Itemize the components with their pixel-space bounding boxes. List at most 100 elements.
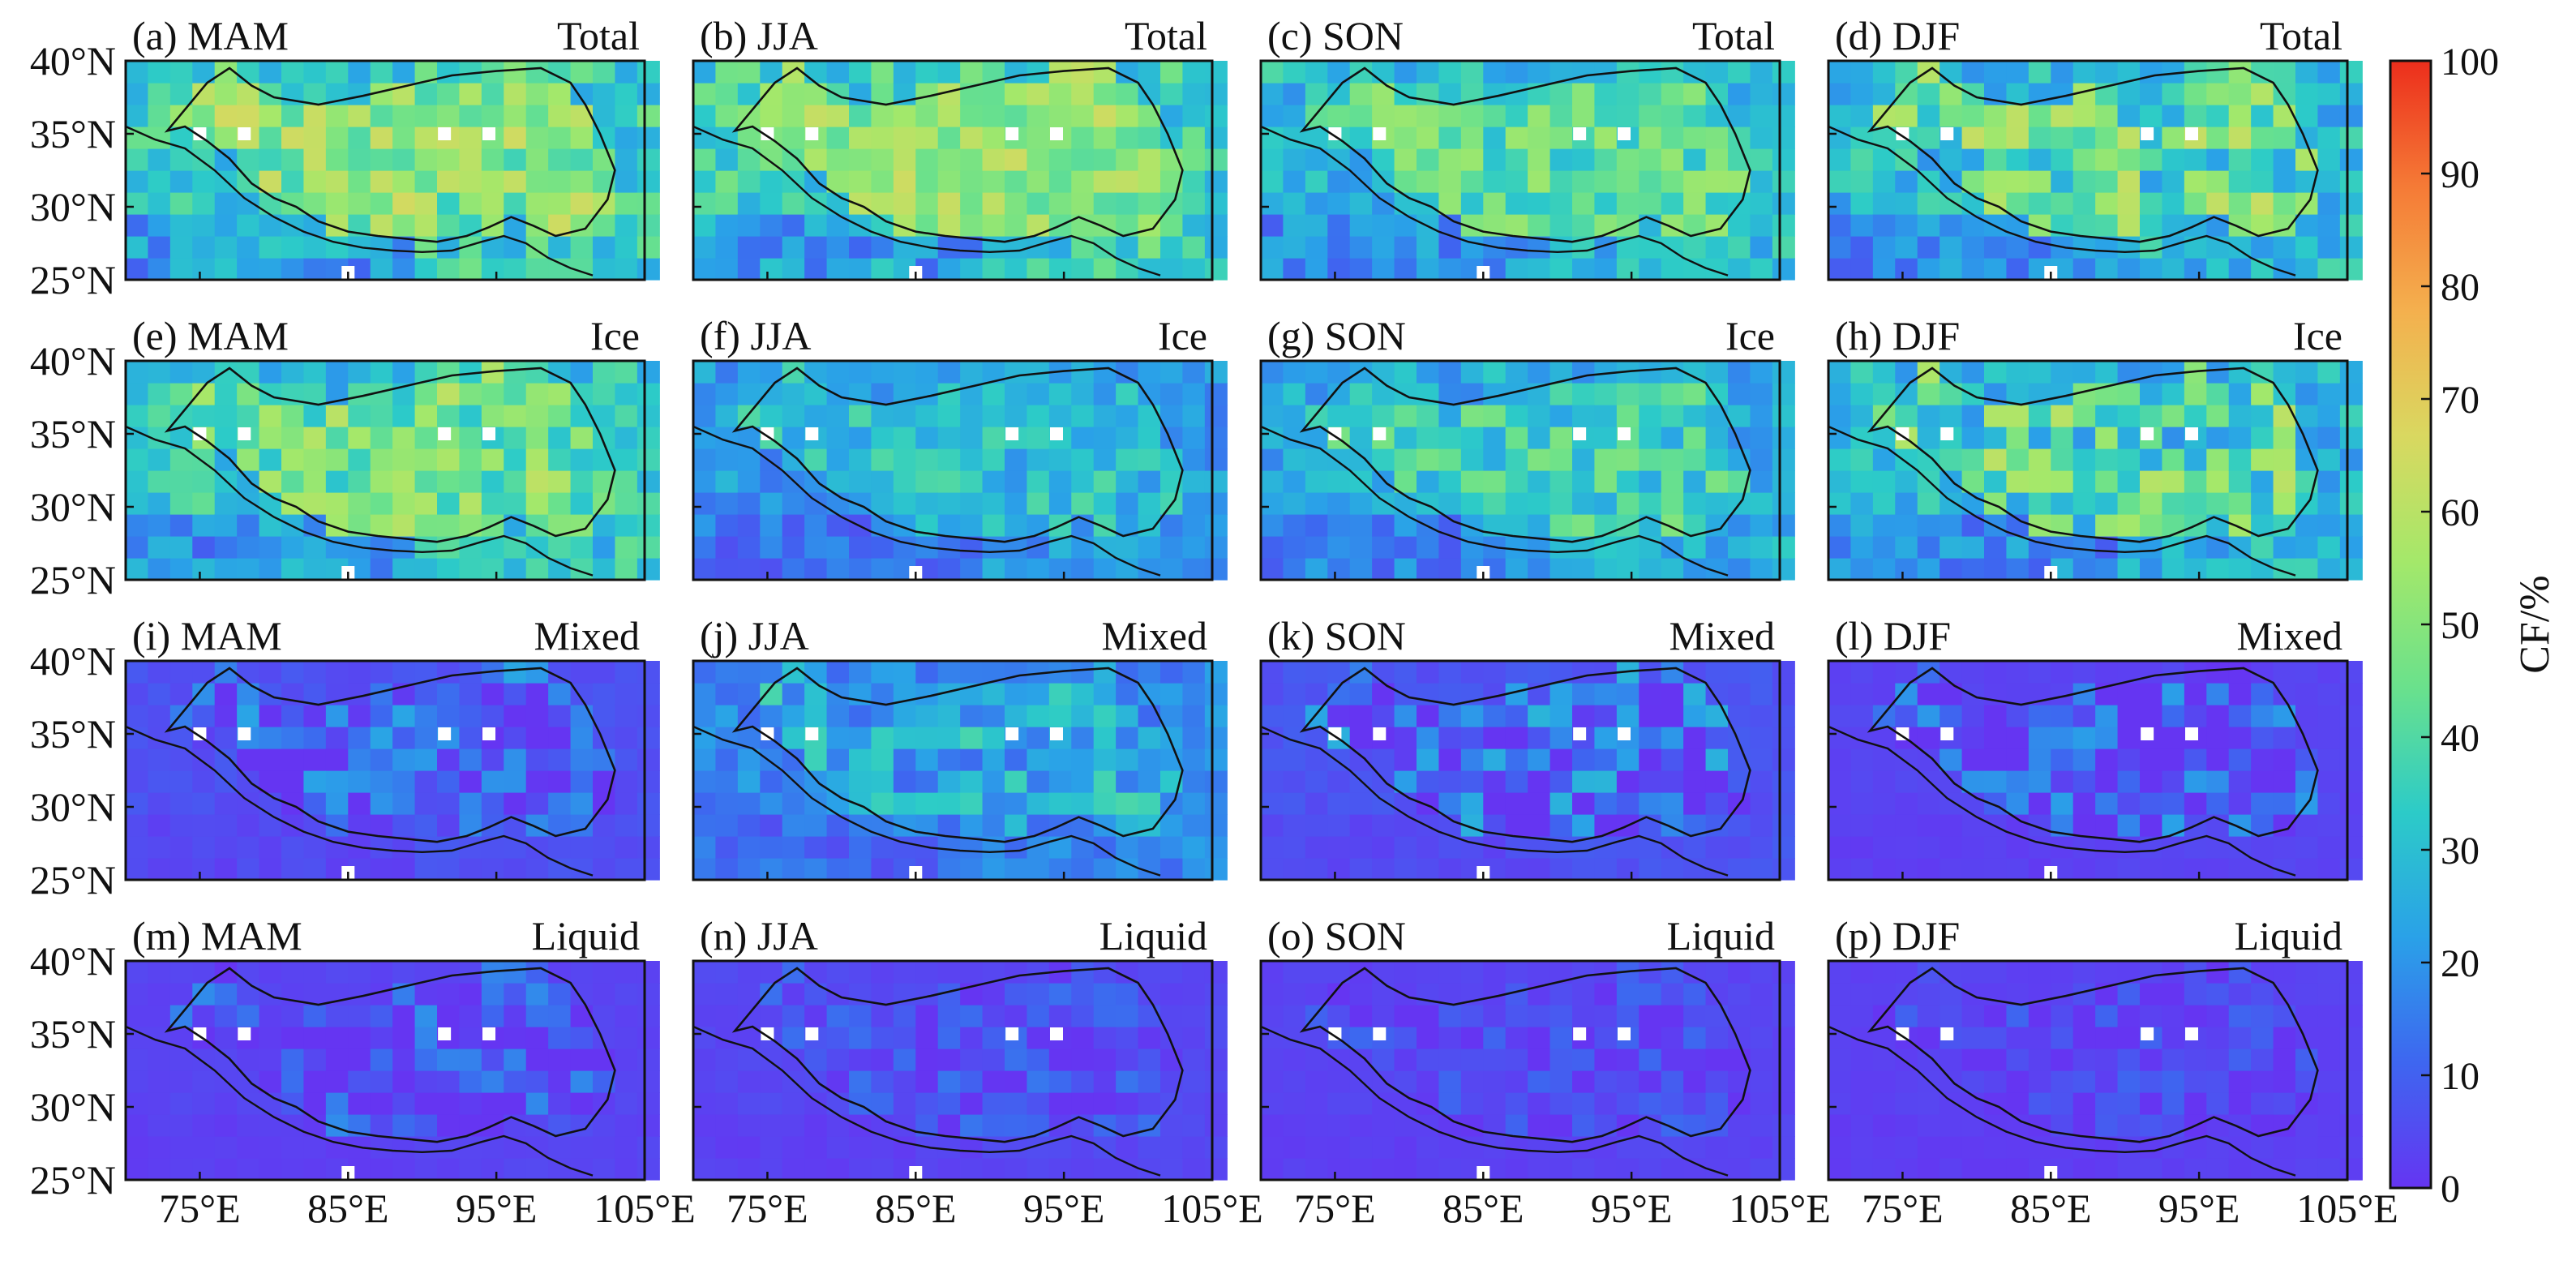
heatmap-cell [1828, 536, 1852, 559]
panel-frame [124, 59, 646, 281]
heatmap-cell [1594, 470, 1618, 493]
heatmap-cell [1093, 448, 1117, 471]
heatmap-cell [2006, 492, 2030, 515]
heatmap-cell [1261, 983, 1284, 1006]
heatmap-cell [1460, 792, 1484, 815]
heatmap-cell [303, 258, 327, 281]
heatmap-cell [2072, 1005, 2096, 1027]
heatmap-cell [1594, 514, 1618, 537]
heatmap-cell [1160, 1048, 1184, 1071]
heatmap-cell [370, 148, 393, 171]
heatmap-cell [1549, 1005, 1573, 1027]
heatmap-cell [1572, 61, 1596, 84]
heatmap-cell [2072, 514, 2096, 537]
y-tick-label: 35°N [30, 411, 116, 457]
heatmap-cell [1394, 1048, 1417, 1071]
heatmap-cell [2140, 148, 2163, 171]
heatmap-cell [937, 448, 961, 471]
heatmap-cell [1683, 1092, 1707, 1115]
plateau-boundary-line [164, 667, 616, 843]
heatmap-cell [1417, 705, 1440, 727]
heatmap-cell [1261, 814, 1284, 837]
heatmap-cell [2140, 61, 2163, 84]
heatmap-cell [737, 492, 761, 515]
heatmap-cell [1005, 470, 1028, 493]
heatmap-cell [548, 558, 572, 581]
heatmap-cell [1327, 1005, 1351, 1027]
heatmap-cell [804, 961, 828, 984]
terrain-contour-line [1828, 1025, 2296, 1177]
heatmap-cell [1616, 770, 1639, 793]
heatmap-cell [2273, 192, 2296, 215]
terrain-contour-line [1828, 125, 2296, 277]
heatmap-cell [303, 1070, 327, 1093]
heatmap-cell [960, 448, 984, 471]
heatmap-cell [982, 383, 1005, 405]
heatmap-cell [1572, 814, 1596, 837]
heatmap-cell [871, 1027, 894, 1049]
heatmap-cell [1372, 983, 1395, 1006]
heatmap-cell [1048, 492, 1072, 515]
heatmap-cell [2339, 470, 2363, 493]
heatmap-cell [1460, 536, 1484, 559]
terrain-contour-line [1260, 725, 1729, 877]
heatmap-cell [1160, 405, 1184, 427]
heatmap-cell [392, 470, 416, 493]
heatmap-cell [2006, 858, 2030, 881]
heatmap-cell [937, 748, 961, 771]
heatmap-cell [303, 405, 327, 427]
heatmap-cell [281, 1158, 305, 1181]
heatmap-cell [2339, 792, 2363, 815]
heatmap-cell [2273, 470, 2296, 493]
heatmap-cell [1828, 1136, 1852, 1159]
heatmap-cell [1048, 792, 1072, 815]
heatmap-cell [2339, 748, 2363, 771]
heatmap-cell [1093, 661, 1117, 684]
heatmap-cell [2006, 1158, 2030, 1181]
heatmap-cell [1872, 192, 1896, 215]
heatmap-cell [1048, 983, 1072, 1006]
heatmap-cell [192, 214, 216, 237]
heatmap-cell [192, 470, 216, 493]
heatmap-cell [1261, 770, 1284, 793]
heatmap-cell [1961, 1136, 1985, 1159]
heatmap-cell [615, 705, 638, 727]
heatmap-cell [214, 1005, 238, 1027]
heatmap-cell [2006, 836, 2030, 859]
heatmap-cell [2028, 192, 2051, 215]
heatmap-cell [1071, 427, 1095, 449]
heatmap-cell [1283, 1158, 1306, 1181]
heatmap-cell [1549, 1048, 1573, 1071]
heatmap-cell [715, 836, 739, 859]
heatmap-cell [1917, 792, 1940, 815]
heatmap-cell [2184, 405, 2207, 427]
heatmap-cell [2251, 148, 2274, 171]
heatmap-cell [1661, 792, 1684, 815]
heatmap-cell [370, 814, 393, 837]
heatmap-cell [782, 858, 805, 881]
heatmap-cell [2117, 405, 2141, 427]
heatmap-cell [1160, 236, 1184, 259]
heatmap-cell [481, 383, 504, 405]
heatmap-cell [760, 836, 783, 859]
heatmap-cell [1528, 770, 1551, 793]
heatmap-cell [1917, 83, 1940, 105]
heatmap-cell [2184, 383, 2207, 405]
heatmap-cell [1772, 470, 1795, 493]
heatmap-cell [2072, 427, 2096, 449]
heatmap-cell [504, 1158, 527, 1181]
heatmap-cell [2339, 558, 2363, 581]
heatmap-cell [2140, 814, 2163, 837]
heatmap-cell [303, 192, 327, 215]
heatmap-cell [826, 61, 850, 84]
heatmap-cell [1850, 814, 1874, 837]
heatmap-cell [1961, 1158, 1985, 1181]
heatmap-cell [1483, 361, 1507, 384]
heatmap-cell [1940, 814, 1963, 837]
heatmap-cell [804, 1070, 828, 1093]
heatmap-cell [1116, 448, 1139, 471]
heatmap-cell [281, 727, 305, 749]
heatmap-cell [760, 1092, 783, 1115]
heatmap-cell [1917, 126, 1940, 149]
heatmap-cell [392, 192, 416, 215]
